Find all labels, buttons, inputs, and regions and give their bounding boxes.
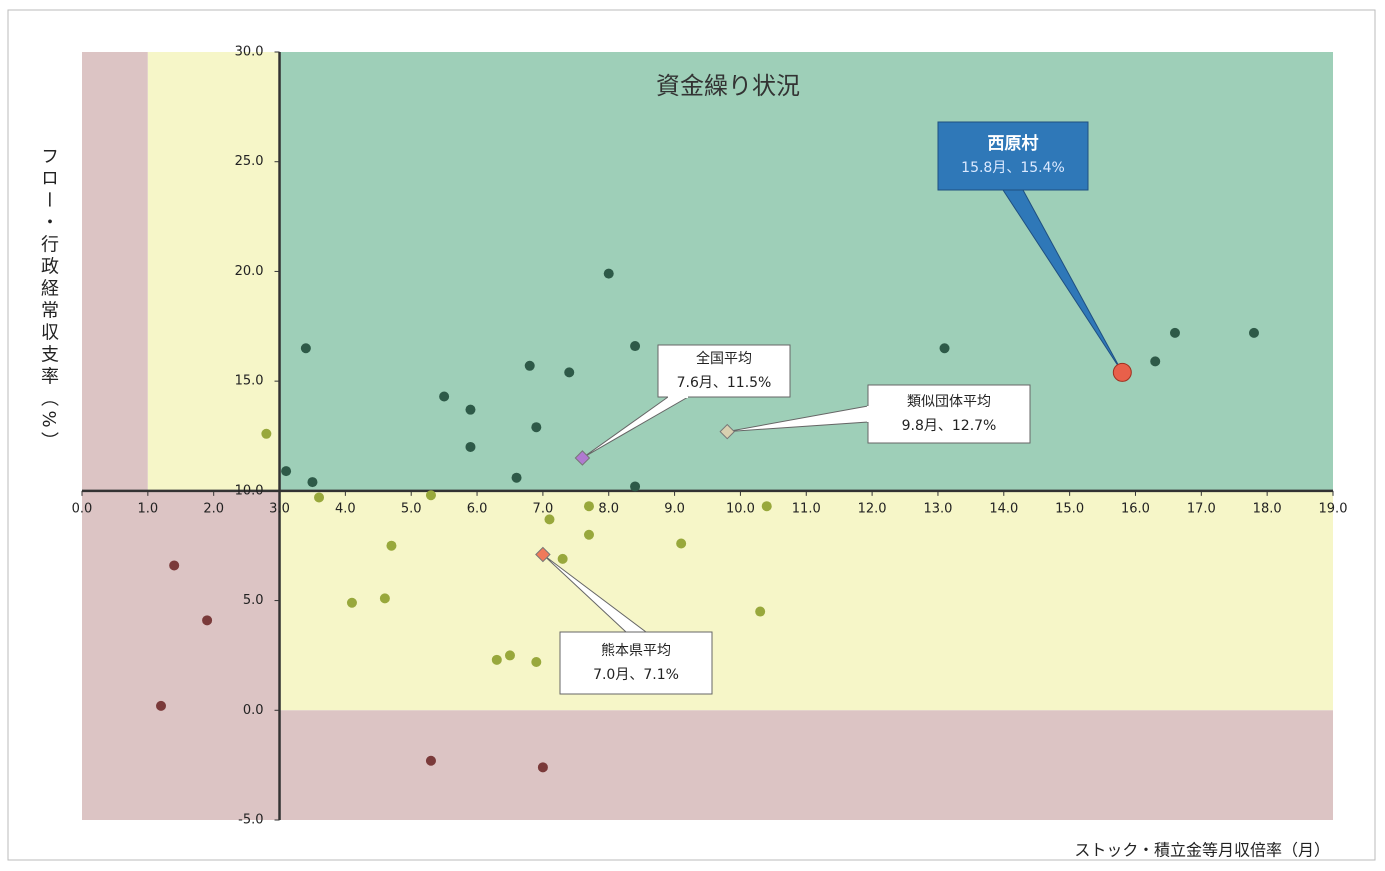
callout-value: 9.8月、12.7% [902, 418, 997, 434]
point [281, 466, 292, 477]
callout-title: 熊本県平均 [601, 643, 671, 659]
callout-title: 類似団体平均 [907, 394, 991, 410]
point [583, 529, 594, 540]
point [425, 755, 436, 766]
point [169, 560, 180, 571]
callout-box [559, 631, 713, 695]
y-tick-label: 5.0 [243, 593, 264, 608]
point [1169, 327, 1180, 338]
x-tick-label: 5.0 [401, 501, 422, 516]
point [300, 343, 311, 354]
zone [82, 490, 280, 820]
callout-title: 全国平均 [696, 350, 752, 367]
zone [147, 52, 280, 491]
point [939, 343, 950, 354]
point [346, 597, 357, 608]
point [531, 657, 542, 668]
zone [82, 52, 148, 491]
point [564, 367, 575, 378]
point [537, 762, 548, 773]
point [491, 654, 502, 665]
point [524, 360, 535, 371]
point [511, 472, 522, 483]
x-tick-label: 13.0 [923, 501, 952, 516]
x-tick-label: 2.0 [203, 501, 224, 516]
average-marker [719, 423, 736, 440]
x-tick-label: 4.0 [335, 501, 356, 516]
point [630, 341, 641, 352]
x-tick-label: 19.0 [1319, 501, 1348, 516]
y-tick-label: 25.0 [235, 154, 264, 169]
x-tick-label: 1.0 [137, 501, 158, 516]
callout-box [867, 384, 1031, 444]
highlight-point [1112, 362, 1132, 382]
point [314, 492, 325, 503]
zone [279, 490, 1333, 711]
zone [279, 710, 1333, 820]
y-tick-label: 15.0 [235, 374, 264, 389]
point [583, 501, 594, 512]
x-tick-label: 10.0 [726, 501, 755, 516]
point [439, 391, 450, 402]
callout-box [937, 121, 1089, 191]
point [755, 606, 766, 617]
x-tick-label: 15.0 [1055, 501, 1084, 516]
callout-box [657, 344, 791, 398]
point [504, 650, 515, 661]
y-tick-label: 20.0 [235, 264, 264, 279]
x-tick-label: 6.0 [467, 501, 488, 516]
frame [7, 9, 1376, 861]
x-tick-label: 14.0 [989, 501, 1018, 516]
point [761, 501, 772, 512]
point [156, 700, 167, 711]
callout-title: 西原村 [988, 133, 1039, 154]
x-tick-label: 7.0 [533, 501, 554, 516]
point [630, 481, 641, 492]
x-tick-label: 8.0 [598, 501, 619, 516]
callout-value: 7.0月、7.1% [593, 667, 679, 683]
point [379, 593, 390, 604]
point [261, 428, 272, 439]
y-axis-label: フロー・行政経常収支率（%） [38, 146, 59, 453]
point [531, 422, 542, 433]
x-tick-label: 12.0 [858, 501, 887, 516]
x-tick-label: 16.0 [1121, 501, 1150, 516]
x-tick-label: 11.0 [792, 501, 821, 516]
point [386, 540, 397, 551]
point [425, 490, 436, 501]
x-tick-label: 18.0 [1253, 501, 1282, 516]
point [1248, 327, 1259, 338]
callout-value: 7.6月、11.5% [677, 375, 772, 391]
x-tick-label: 17.0 [1187, 501, 1216, 516]
average-marker [535, 546, 551, 563]
callout-value: 15.8月、15.4% [961, 160, 1065, 176]
x-axis-label: ストック・積立金等月収倍率（月） [1074, 841, 1330, 860]
point [465, 404, 476, 415]
point [202, 615, 213, 626]
point [465, 441, 476, 452]
x-tick-label: 0.0 [72, 501, 93, 516]
x-tick-label: 3.0 [269, 501, 290, 516]
average-marker [574, 450, 591, 466]
y-tick-label: 0.0 [243, 703, 264, 718]
y-tick-label: 30.0 [235, 45, 264, 60]
y-tick-label: 10.0 [235, 483, 264, 498]
chart-title: 資金繰り状況 [656, 72, 800, 100]
y-tick-label: -5.0 [238, 813, 263, 828]
point [603, 268, 614, 279]
point [544, 514, 555, 525]
point [557, 553, 568, 564]
x-tick-label: 9.0 [664, 501, 685, 516]
point [676, 538, 687, 549]
point [307, 477, 318, 488]
point [1150, 356, 1161, 367]
